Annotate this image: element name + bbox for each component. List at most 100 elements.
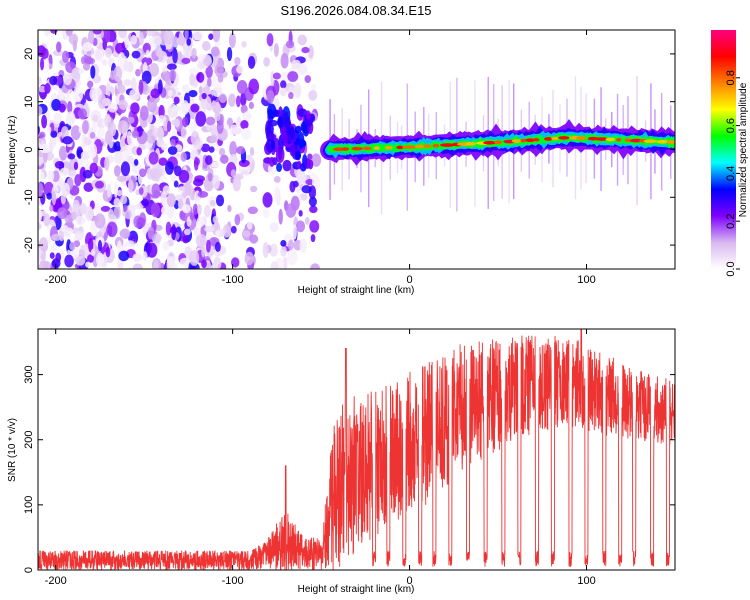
spectrogram-cell [38, 125, 41, 135]
spectrogram-cell [105, 246, 111, 258]
spectrogram-cell [118, 30, 127, 39]
spectrogram-cell [38, 237, 49, 253]
spectrogram-cell [131, 50, 141, 59]
spectrogram-cell [40, 57, 45, 71]
spectrogram-cell [175, 194, 184, 201]
spectrogram-cell [219, 154, 229, 164]
spectrogram-cell [119, 228, 131, 239]
spectrogram-cell [73, 161, 79, 171]
snr-y-ticks: 0 100 200 300 [23, 365, 675, 573]
spectrogram-cell [135, 68, 141, 77]
spectrogram-cell [156, 128, 165, 139]
spectrogram-cell [248, 78, 260, 95]
spectrogram-cell [149, 62, 160, 77]
spectrogram-cell [210, 134, 218, 143]
spectrogram-cell [177, 198, 184, 210]
spectrogram-cell [88, 237, 94, 253]
spectrogram-cell [189, 249, 200, 266]
spectrogram-cell [232, 175, 241, 192]
spectrogram-cell [236, 116, 242, 127]
spectrogram-y-tick-label: 0 [23, 146, 35, 152]
spectrogram-cell [72, 87, 84, 103]
snr-y-tick-label: 0 [23, 567, 35, 573]
spectrogram-cell [138, 31, 144, 46]
spectrogram-cell [234, 214, 241, 226]
spectrogram-cell [117, 84, 126, 94]
spectrogram-cell [82, 120, 89, 135]
spectrogram-cell [71, 67, 81, 84]
spectrogram-cell [309, 205, 318, 214]
spectrogram-cell [229, 153, 238, 165]
spectrogram-cell [141, 70, 152, 84]
spectrogram-cell [41, 114, 48, 129]
spectrogram-cell [244, 251, 254, 266]
spectrogram-cell [62, 136, 73, 145]
spectrogram-cell [205, 65, 213, 79]
spectrogram-cell [181, 57, 191, 65]
spectrogram-cell [166, 257, 175, 269]
spectrogram-cell [272, 72, 281, 80]
colorbar-tick-label: 0.0 [725, 261, 737, 276]
spectrogram-cell [44, 83, 51, 94]
spectrogram-cell [58, 103, 66, 113]
spectrogram-cell [118, 99, 128, 110]
spectrogram-cell [89, 131, 96, 139]
spectrogram-cell [171, 105, 183, 113]
spectrogram-cell [67, 153, 76, 160]
spectrogram-cell [262, 192, 273, 208]
spectrogram-cell [423, 144, 432, 148]
spectrogram-cell [402, 145, 417, 149]
spectrogram-cell [90, 248, 96, 257]
spectrogram-cell [373, 146, 380, 150]
spectrogram-cell [118, 250, 130, 262]
spectrogram-cell [163, 30, 175, 45]
spectrogram-cell [142, 251, 148, 262]
spectrogram-cell [605, 137, 616, 142]
spectrogram-cell [301, 185, 312, 194]
spectrogram-cell [272, 157, 278, 166]
spectrogram-cell [70, 125, 81, 141]
spectrogram-cell [50, 92, 58, 101]
spectrogram-cell [171, 119, 180, 126]
spectrogram-x-tick-label: -200 [45, 274, 67, 286]
spectrogram-cell [115, 42, 126, 55]
spectrogram-cell [166, 63, 177, 71]
spectrogram-cell [201, 92, 207, 100]
spectrogram-cell [102, 59, 108, 66]
spectrogram-cell [180, 151, 187, 162]
spectrogram-cell [78, 68, 85, 75]
spectrogram-x-tick-label: 100 [577, 274, 595, 286]
spectrogram-cell [198, 152, 204, 168]
snr-x-tick-label: 100 [577, 575, 595, 587]
spectrogram-cell [178, 169, 190, 184]
snr-y-tick-label: 200 [23, 431, 35, 449]
spectrogram-cell [308, 196, 317, 207]
spectrogram-cell [294, 82, 302, 99]
spectrogram-cell [146, 242, 158, 258]
spectrogram-cell [212, 174, 220, 190]
spectrogram-cell [123, 79, 132, 86]
spectrogram-cell [188, 67, 199, 76]
spectrogram-cell [297, 108, 308, 117]
spectrogram-cell [113, 151, 123, 165]
spectrogram-cell [44, 30, 51, 37]
spectrogram-cell [75, 255, 86, 266]
spectrogram-cell [200, 143, 211, 153]
spectrogram-cell [47, 170, 55, 182]
spectrogram-cell [195, 111, 207, 127]
spectrogram-cell [236, 79, 248, 95]
spectrogram-cell [157, 79, 163, 95]
spectrogram-cell [87, 80, 94, 89]
colorbar-tick-label: 0.2 [725, 214, 737, 229]
spectrogram-cell [214, 241, 221, 253]
spectrogram-cell [280, 71, 289, 83]
spectrogram-cell [196, 216, 205, 228]
spectrogram-cell [153, 259, 159, 269]
colorbar-tick-label: 0.8 [725, 70, 737, 85]
spectrogram-cell [85, 205, 94, 222]
snr-panel: -200 -100 0 100 0 100 200 300 Height of straig… [7, 328, 676, 595]
snr-x-tick-label: -200 [45, 575, 67, 587]
spectrogram-cell [494, 140, 502, 145]
